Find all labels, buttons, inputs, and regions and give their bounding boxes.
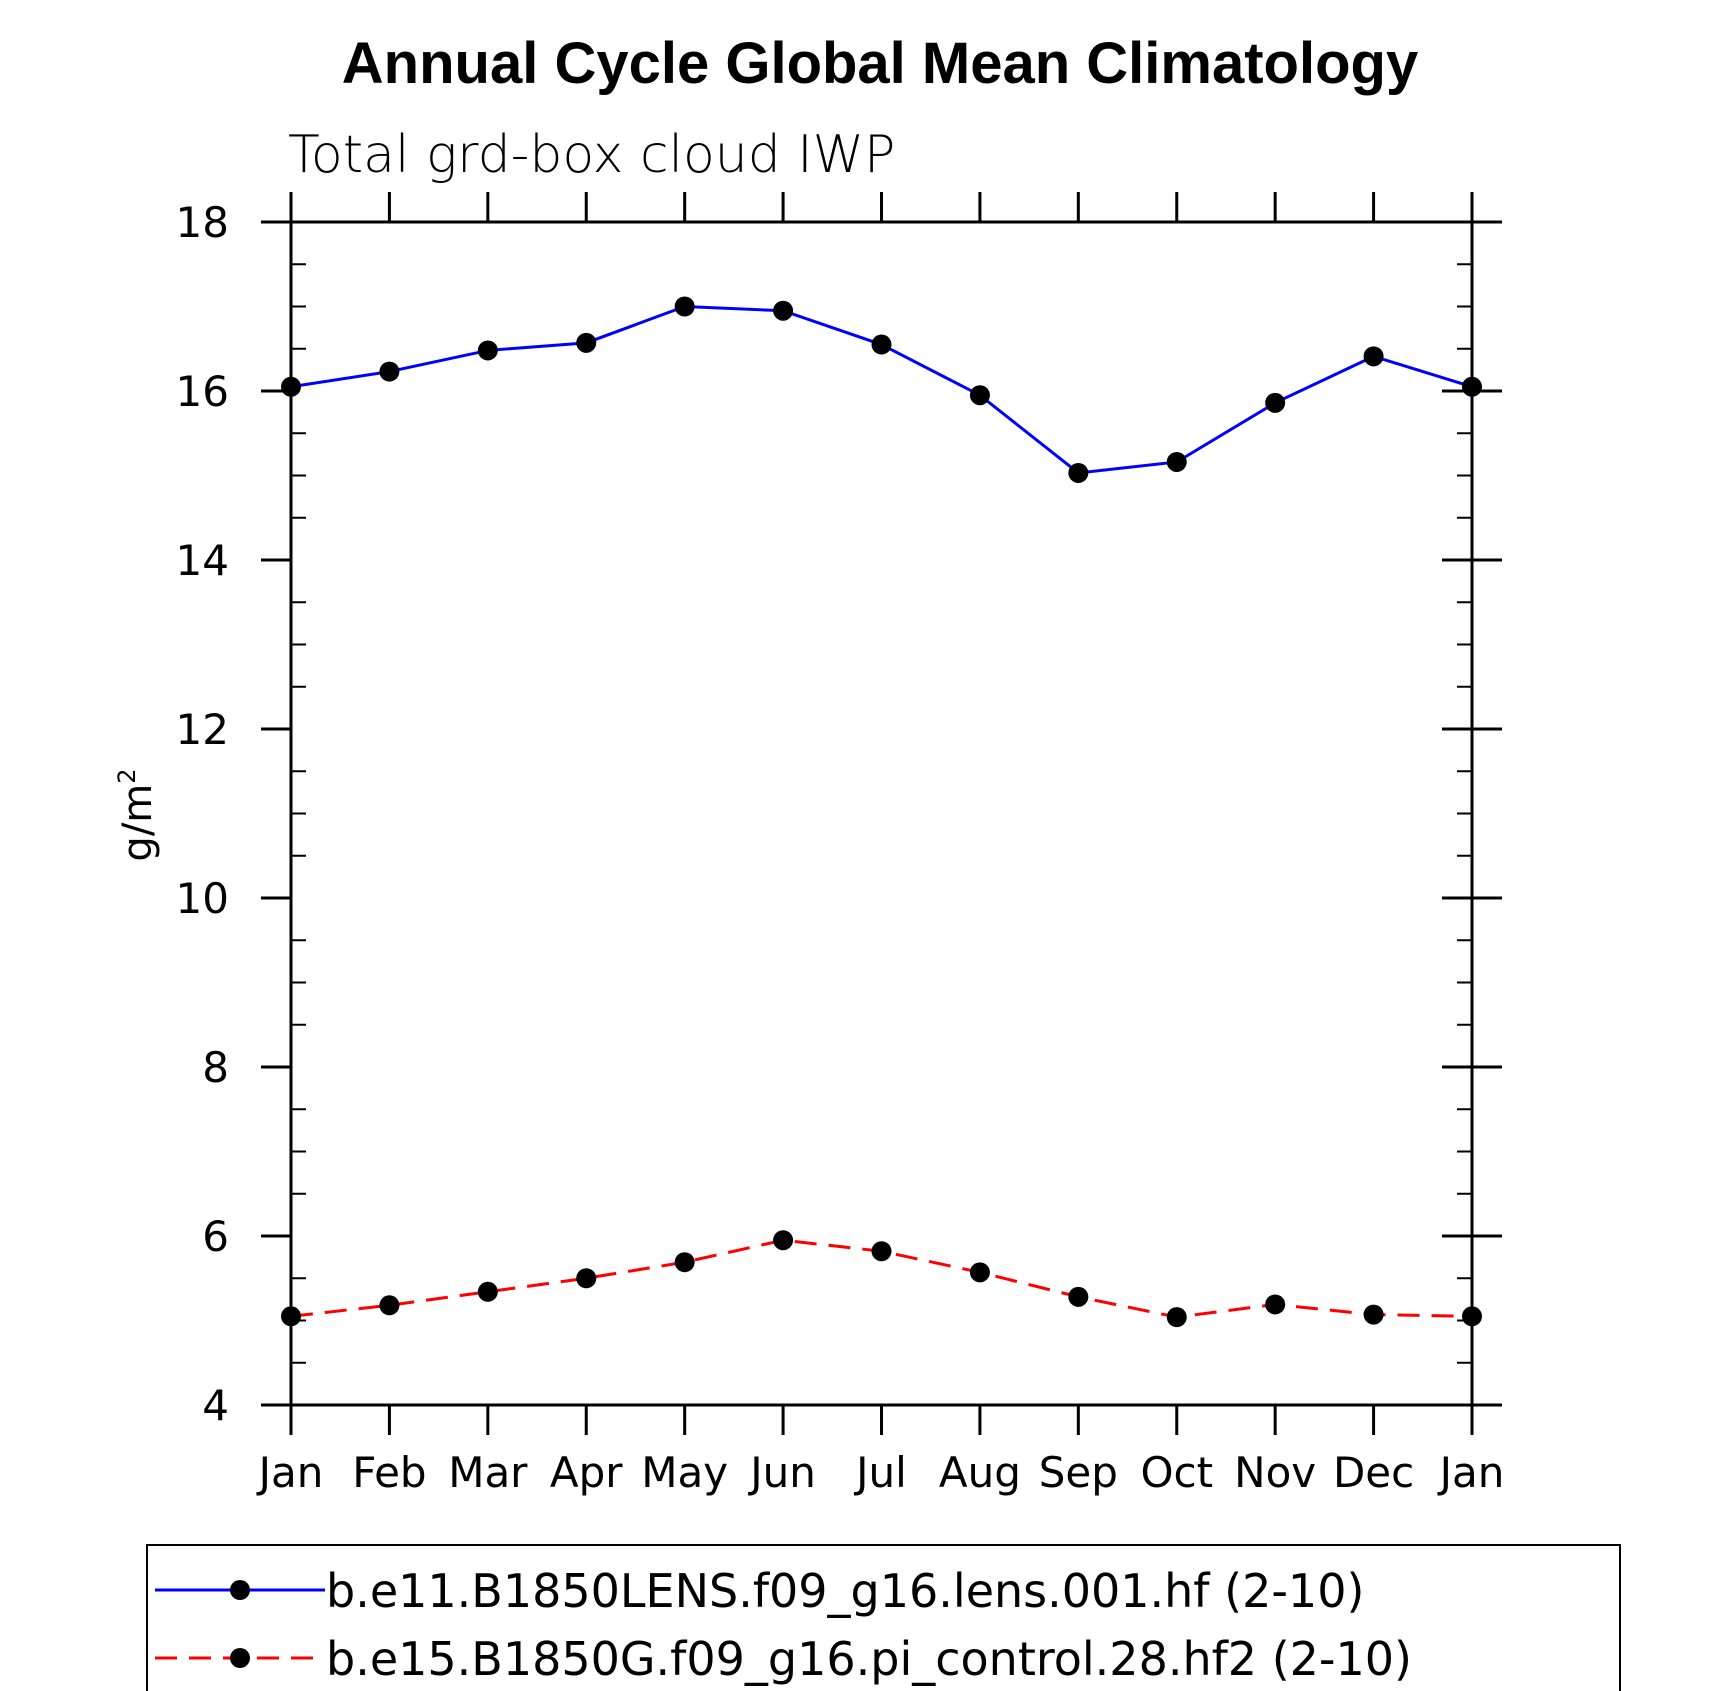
y-tick-label: 16	[176, 367, 229, 416]
series-2-point	[871, 1241, 892, 1262]
series-layer	[281, 296, 1482, 1328]
series-2-point	[576, 1268, 597, 1289]
legend-marker-series-1	[230, 1580, 250, 1600]
y-tick-label: 10	[176, 874, 229, 923]
series-1-point	[1265, 392, 1286, 413]
series-2-point	[1166, 1307, 1187, 1328]
y-tick-label: 8	[202, 1043, 229, 1092]
x-tick-label: Jul	[853, 1448, 907, 1497]
chart-subtitle: Total grd-box cloud IWP	[288, 125, 895, 185]
series-1-point	[1166, 451, 1187, 472]
x-tick-label: Oct	[1140, 1448, 1213, 1497]
x-tick-label: Sep	[1039, 1448, 1118, 1497]
series-2-point	[674, 1252, 695, 1273]
x-tick-label: Jan	[256, 1448, 324, 1497]
legend-label-series-2: b.e15.B1850G.f09_g16.pi_control.28.hf2 (…	[326, 1632, 1412, 1686]
y-tick-label: 18	[176, 198, 229, 247]
tick-labels: 4 6 8 10 12 14 16 18 Jan Feb Mar Apr May Jun Jul Aug Sep…	[176, 198, 1505, 1497]
legend-marker-series-2	[230, 1648, 250, 1668]
y-tick-label: 12	[176, 705, 229, 754]
series-1-point	[1068, 462, 1089, 483]
series-1-point	[969, 385, 990, 406]
x-tick-label: Aug	[939, 1448, 1021, 1497]
y-tick-label: 6	[202, 1212, 229, 1261]
series-1-point	[871, 334, 892, 355]
series-2-point	[1363, 1304, 1384, 1325]
series-1-point	[1363, 346, 1384, 367]
legend-label-series-1: b.e11.B1850LENS.f09_g16.lens.001.hf (2-1…	[326, 1564, 1364, 1618]
series-2-point	[773, 1230, 794, 1251]
x-tick-label: Feb	[352, 1448, 426, 1497]
x-tick-label: Apr	[550, 1448, 623, 1497]
series-2-point	[969, 1262, 990, 1283]
series-1-point	[576, 332, 597, 353]
series-1-point	[379, 361, 400, 382]
x-tick-label: Jun	[747, 1448, 816, 1497]
y-tick-label: 14	[176, 536, 229, 585]
series-2-point	[1068, 1286, 1089, 1307]
series-1-point	[674, 296, 695, 317]
x-tick-label: Nov	[1234, 1448, 1316, 1497]
series-2-point	[477, 1281, 498, 1302]
x-tick-label: May	[641, 1448, 728, 1497]
legend: b.e11.B1850LENS.f09_g16.lens.001.hf (2-1…	[146, 1544, 1621, 1691]
y-tick-label: 4	[202, 1381, 229, 1430]
x-tick-label: Dec	[1333, 1448, 1414, 1497]
legend-box	[146, 1544, 1621, 1691]
plot-frame	[289, 220, 1474, 1407]
series-1-point	[773, 300, 794, 321]
chart-title: Annual Cycle Global Mean Climatology	[342, 31, 1418, 96]
y-axis-label-exponent: 2	[113, 768, 141, 783]
y-axis-label: g/m2	[113, 768, 161, 861]
series-line-1	[290, 304, 1473, 475]
series-2-point	[379, 1295, 400, 1316]
x-tick-label: Jan	[1437, 1448, 1505, 1497]
series-2-point	[1265, 1294, 1286, 1315]
y-axis-label-unit: g/m	[115, 784, 161, 862]
series-1-point	[477, 340, 498, 361]
x-tick-label: Mar	[448, 1448, 528, 1497]
